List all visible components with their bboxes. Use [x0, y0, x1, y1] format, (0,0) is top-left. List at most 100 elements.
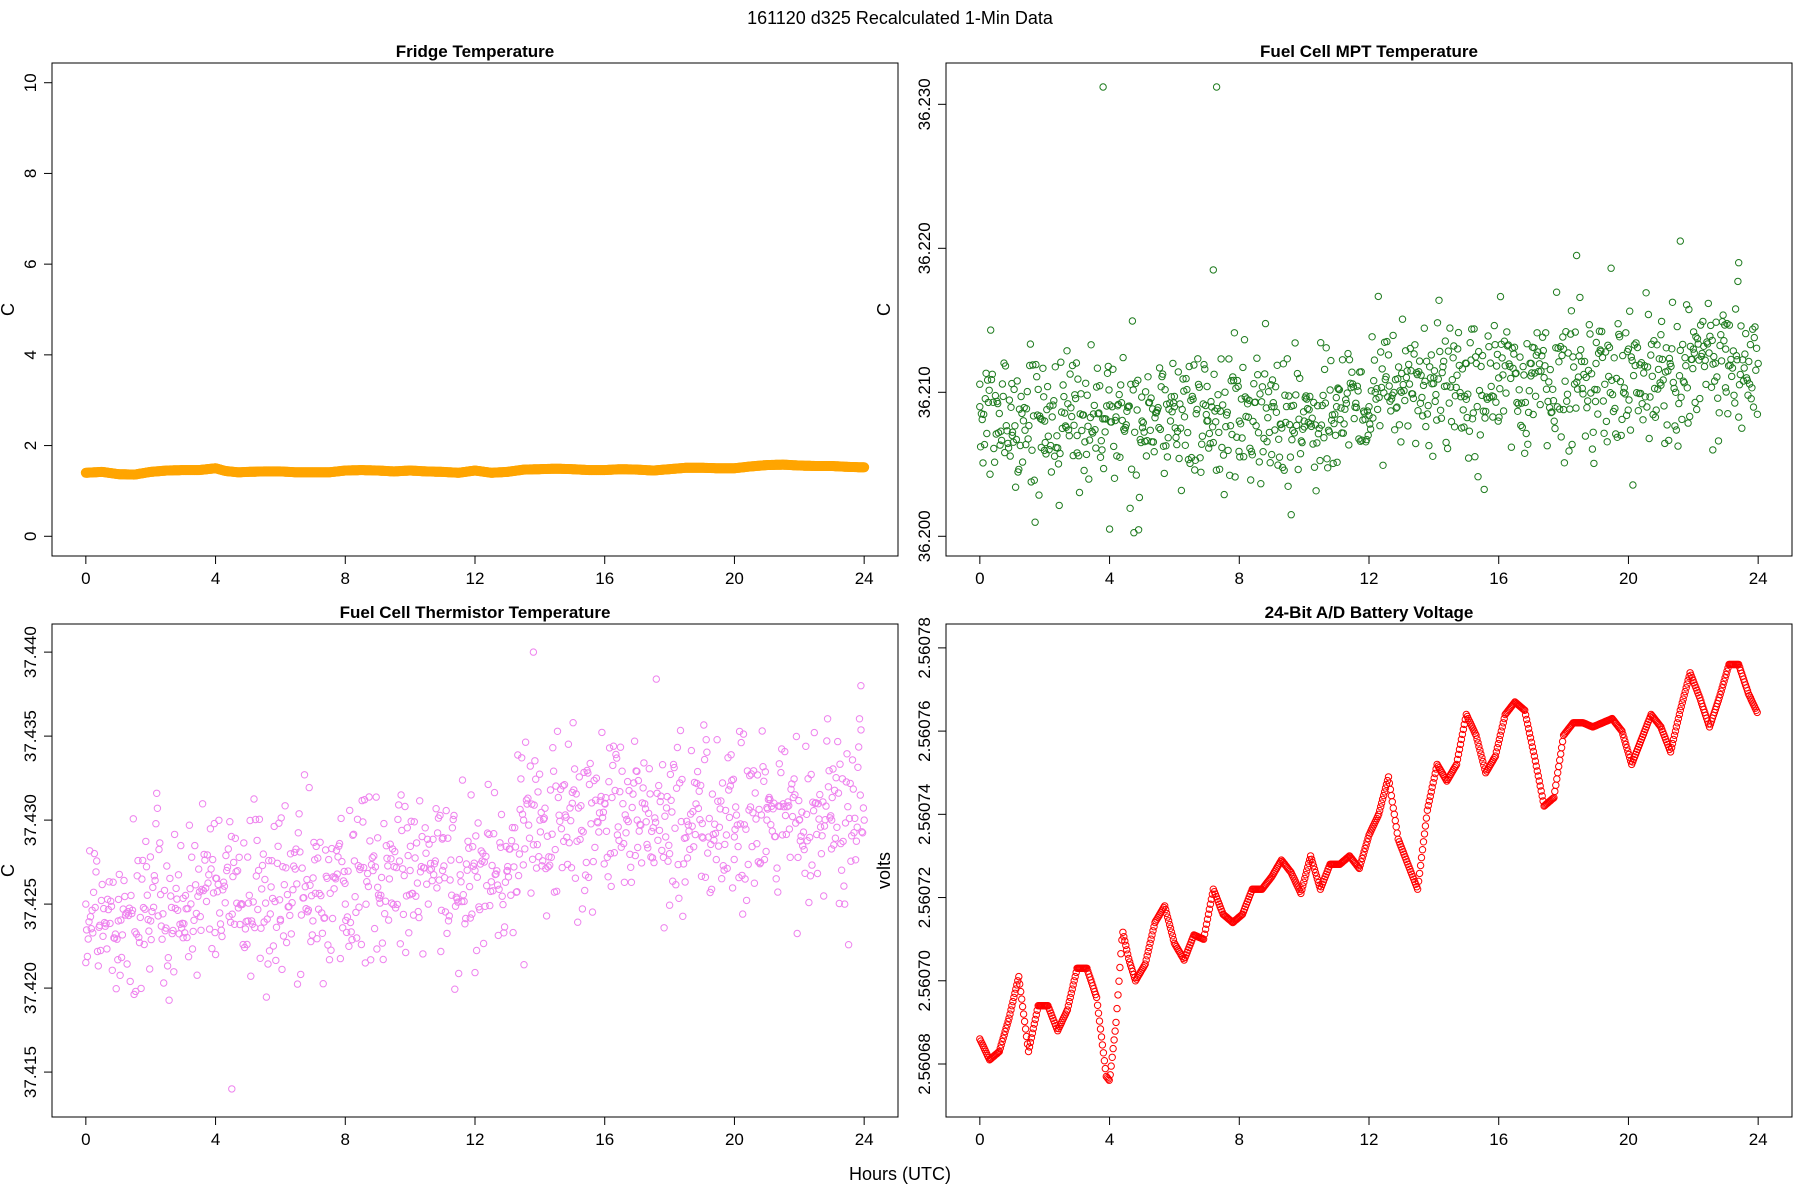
- data-point-mpt: [1560, 459, 1569, 467]
- data-point-mpt: [1510, 343, 1519, 351]
- data-point-thermistor: [547, 853, 555, 861]
- data-point-thermistor: [98, 880, 106, 889]
- data-point-voltage: [1299, 882, 1307, 890]
- data-point-mpt: [1668, 298, 1677, 306]
- data-point-thermistor: [847, 857, 855, 865]
- data-point-thermistor: [181, 929, 189, 937]
- data-point-thermistor: [92, 868, 100, 876]
- data-point-voltage: [1390, 810, 1399, 818]
- data-point-mpt: [1441, 337, 1450, 345]
- data-point-mpt: [1620, 384, 1629, 392]
- data-point-mpt: [1004, 439, 1012, 448]
- data-point-mpt: [1178, 405, 1186, 414]
- data-point-thermistor: [584, 873, 593, 882]
- data-point-mpt: [1155, 423, 1163, 432]
- x-tick-label-fridge: 12: [466, 569, 485, 588]
- data-point-mpt: [1061, 409, 1069, 417]
- data-point-mpt: [1015, 405, 1024, 413]
- data-point-mpt: [1055, 501, 1063, 510]
- data-point-thermistor: [243, 940, 251, 949]
- data-point-thermistor: [644, 844, 652, 852]
- data-point-thermistor: [233, 867, 242, 875]
- data-point-mpt: [1735, 259, 1743, 267]
- data-point-voltage: [1618, 727, 1626, 735]
- data-point-thermistor: [377, 873, 386, 882]
- data-point-thermistor: [402, 948, 410, 957]
- data-point-mpt: [1393, 403, 1401, 411]
- data-point-mpt: [1659, 376, 1667, 384]
- data-point-thermistor: [675, 894, 683, 902]
- data-point-voltage: [1111, 1027, 1119, 1035]
- data-point-mpt: [1259, 448, 1267, 456]
- data-point-voltage: [1389, 804, 1398, 812]
- data-point-thermistor: [536, 816, 544, 824]
- data-point-mpt: [1072, 359, 1081, 367]
- data-point-thermistor: [136, 913, 145, 922]
- x-tick-label-voltage: 20: [1619, 1130, 1638, 1149]
- data-point-thermistor: [725, 786, 733, 794]
- data-point-mpt: [1571, 328, 1580, 336]
- data-point-thermistor: [689, 807, 697, 816]
- data-point-thermistor: [748, 842, 756, 851]
- data-point-voltage: [1536, 782, 1544, 790]
- data-point-mpt: [1522, 429, 1530, 438]
- data-point-mpt: [1373, 385, 1381, 393]
- data-point-mpt: [1724, 410, 1732, 418]
- data-point-thermistor: [824, 783, 833, 791]
- data-point-mpt: [1056, 449, 1064, 458]
- data-point-mpt: [1380, 389, 1388, 397]
- data-point-voltage: [1006, 1010, 1014, 1018]
- data-point-thermistor: [300, 771, 309, 779]
- data-point-mpt: [1559, 405, 1568, 414]
- data-point-mpt: [1435, 296, 1443, 304]
- data-point-thermistor: [820, 822, 829, 830]
- data-point-mpt: [1235, 417, 1244, 425]
- data-point-thermistor: [135, 933, 143, 942]
- data-point-thermistor: [728, 884, 737, 892]
- data-point-thermistor: [318, 929, 327, 937]
- data-point-mpt: [1470, 325, 1478, 333]
- data-point-thermistor: [787, 785, 795, 793]
- data-point-thermistor: [673, 743, 682, 752]
- data-point-mpt: [1625, 396, 1633, 404]
- data-point-thermistor: [836, 760, 844, 768]
- data-point-mpt: [1518, 423, 1527, 431]
- data-point-thermistor: [422, 849, 430, 857]
- data-point-thermistor: [457, 878, 465, 886]
- data-point-mpt: [1514, 400, 1523, 408]
- data-point-thermistor: [133, 872, 141, 880]
- data-point-mpt: [1535, 367, 1543, 376]
- data-point-thermistor: [749, 809, 757, 817]
- data-point-thermistor: [490, 830, 498, 838]
- data-point-mpt: [1339, 429, 1348, 437]
- data-point-thermistor: [837, 839, 845, 848]
- data-point-mpt: [1273, 361, 1281, 369]
- data-point-voltage: [1353, 862, 1362, 870]
- data-point-mpt: [1429, 379, 1438, 388]
- data-point-thermistor: [139, 856, 147, 865]
- data-point-mpt: [1466, 339, 1474, 347]
- data-point-thermistor: [153, 804, 162, 812]
- data-point-mpt: [1486, 359, 1495, 367]
- data-point-thermistor: [85, 918, 93, 926]
- data-point-mpt: [1261, 319, 1270, 328]
- data-point-thermistor: [627, 878, 636, 886]
- data-point-mpt: [1077, 390, 1085, 398]
- y-tick-label-voltage: 2.56078: [915, 617, 934, 678]
- data-point-mpt: [1370, 377, 1378, 385]
- y-tick-label-voltage: 2.56072: [915, 867, 934, 928]
- data-point-thermistor: [439, 834, 447, 842]
- data-point-mpt: [1537, 367, 1545, 375]
- data-point-mpt: [1017, 392, 1025, 401]
- data-point-thermistor: [370, 924, 379, 933]
- data-point-mpt: [1089, 410, 1098, 418]
- data-point-thermistor: [369, 866, 377, 875]
- data-point-thermistor: [805, 898, 813, 907]
- data-point-thermistor: [736, 820, 745, 828]
- data-point-thermistor: [135, 938, 144, 947]
- data-point-thermistor: [373, 945, 381, 953]
- data-point-mpt: [1550, 417, 1558, 425]
- data-point-mpt: [1704, 299, 1713, 308]
- data-point-thermistor: [387, 855, 395, 863]
- data-point-thermistor: [253, 836, 261, 845]
